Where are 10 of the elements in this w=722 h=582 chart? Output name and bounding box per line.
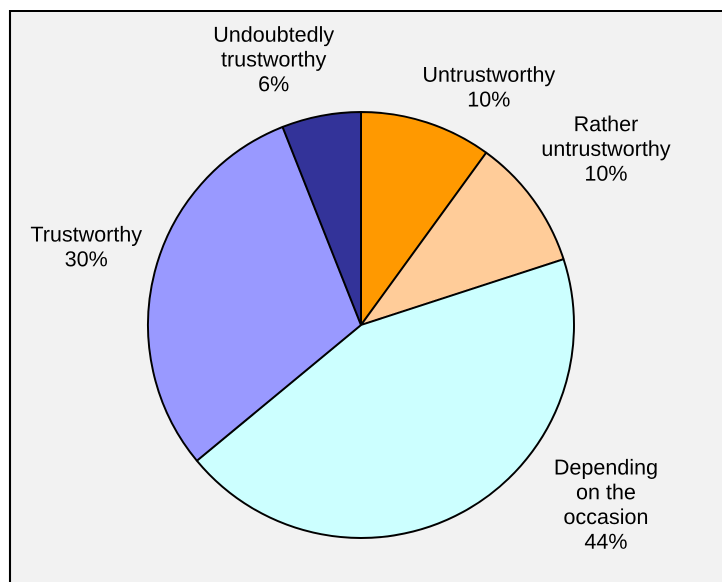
slice-label: Trustworthy bbox=[30, 226, 142, 246]
slice-label: Rather untrustworthy bbox=[542, 116, 671, 160]
slice-label: Undoubtedly trustworthy bbox=[214, 26, 334, 71]
data-label: 6% bbox=[259, 76, 288, 92]
data-label: 44% bbox=[584, 534, 627, 549]
data-label: 10% bbox=[468, 91, 510, 107]
data-label: 10% bbox=[586, 166, 627, 181]
slice-label: Untrustworthy bbox=[424, 66, 556, 86]
slice-label: Depending on the occasion bbox=[556, 458, 657, 524]
data-label: 30% bbox=[66, 251, 108, 266]
